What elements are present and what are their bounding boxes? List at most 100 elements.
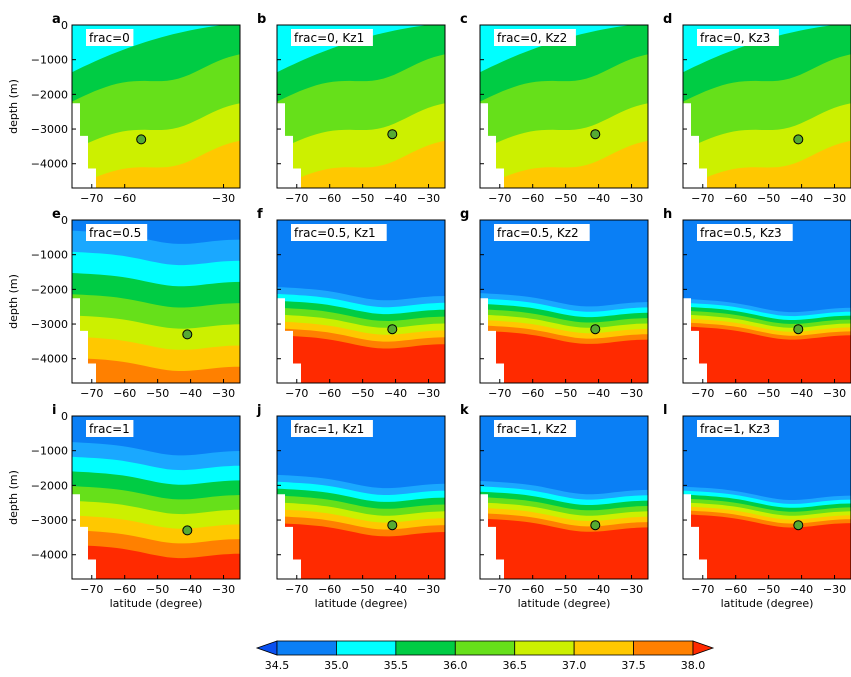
panel-letter: a xyxy=(52,12,61,27)
x-tick-label: −50 xyxy=(351,583,374,596)
x-tick-label: −70 xyxy=(285,192,308,205)
x-tick-label: −60 xyxy=(521,192,544,205)
y-tick-label: 0 xyxy=(61,19,68,32)
panel-title-text: frac=0.5, Kz3 xyxy=(700,226,782,240)
y-ticks: 0 −1000 −2000 −3000 −4000 xyxy=(31,214,76,366)
x-tick-label: −60 xyxy=(318,583,341,596)
panel-title-text: frac=0.5, Kz2 xyxy=(497,226,579,240)
y-tick-label: −1000 xyxy=(31,445,68,458)
x-tick-label: −30 xyxy=(417,387,440,400)
x-tick-label: −30 xyxy=(212,583,235,596)
panel-i: frac=1 i −70 −60 −50 −40 −30 0 −1000 −2000 −3000 −4… xyxy=(31,403,241,596)
panel-f: frac=0.5, Kz1 f −70 −60 −50 −40 −30 xyxy=(257,207,446,400)
colorbar-tick-label: 38.0 xyxy=(681,659,706,672)
x-tick-label: −50 xyxy=(757,387,780,400)
x-tick-label: −40 xyxy=(790,192,813,205)
land-mask xyxy=(72,103,96,188)
colorbar-tick-label: 35.0 xyxy=(324,659,349,672)
x-tick-label: −70 xyxy=(691,583,714,596)
panel-title: frac=0.5, Kz2 xyxy=(494,224,590,241)
panel-letter: k xyxy=(460,403,469,418)
panel-c: frac=0, Kz2 c −70 −60 −50 −40 −30 xyxy=(460,12,649,205)
x-ticks: −70 −60 −50 −40 −30 xyxy=(691,184,846,205)
land-mask xyxy=(480,298,504,383)
panel-title: frac=1, Kz1 xyxy=(291,420,373,437)
colorbar-segment xyxy=(276,640,337,656)
x-tick-label: −30 xyxy=(823,583,846,596)
x-tick-label: −50 xyxy=(554,387,577,400)
contour-fill xyxy=(277,416,445,579)
colorbar-segment xyxy=(336,640,397,656)
x-tick-label: −70 xyxy=(691,387,714,400)
panel-title-text: frac=0 xyxy=(89,31,130,45)
panel-g: frac=0.5, Kz2 g −70 −60 −50 −40 −30 xyxy=(460,207,649,400)
contour-fill xyxy=(72,416,240,579)
site-marker xyxy=(387,324,398,335)
x-tick-label: −50 xyxy=(351,387,374,400)
y-ticks xyxy=(683,219,687,360)
x-tick-label: −30 xyxy=(823,192,846,205)
x-tick-label: −60 xyxy=(113,387,136,400)
x-axis-label: latitude (degree) xyxy=(518,597,611,610)
colorbar-segment xyxy=(514,640,575,656)
panel-title-text: frac=1, Kz3 xyxy=(700,422,770,436)
x-tick-label: −40 xyxy=(384,583,407,596)
site-marker xyxy=(590,129,601,140)
site-marker xyxy=(136,134,147,145)
x-tick-label: −30 xyxy=(620,387,643,400)
x-tick-label: −30 xyxy=(620,583,643,596)
panel-title: frac=0 xyxy=(86,29,134,46)
y-tick-label: −2000 xyxy=(31,283,68,296)
x-tick-label: −50 xyxy=(554,583,577,596)
x-tick-label: −50 xyxy=(351,192,374,205)
x-tick-label: −70 xyxy=(285,387,308,400)
site-marker xyxy=(387,520,398,531)
axes-frame xyxy=(479,219,649,384)
panel-title-text: frac=1, Kz1 xyxy=(294,422,364,436)
land-mask xyxy=(683,103,707,188)
colorbar: 34.5 35.0 35.5 36.0 36.5 37.0 37.5 38.0 xyxy=(255,640,715,672)
axes-frame xyxy=(479,415,649,580)
axes-frame xyxy=(276,219,446,384)
y-axis-label: depth (m) xyxy=(7,470,20,525)
panel-letter: f xyxy=(257,207,263,222)
panel-title: frac=0, Kz2 xyxy=(494,29,576,46)
panel-letter: l xyxy=(663,403,667,418)
contour-fill xyxy=(277,25,445,188)
band-0 xyxy=(683,220,851,313)
y-ticks xyxy=(480,24,484,165)
land-mask xyxy=(277,298,301,383)
axes-frame xyxy=(682,24,851,189)
x-tick-label: −40 xyxy=(587,192,610,205)
x-axis-label: latitude (degree) xyxy=(721,597,814,610)
site-marker xyxy=(590,324,601,335)
x-tick-label: −50 xyxy=(554,192,577,205)
colorbar-extend-high xyxy=(692,640,715,656)
x-tick-label: −40 xyxy=(587,387,610,400)
panel-k: frac=1, Kz2 k −70 −60 −50 −40 −30 xyxy=(460,403,649,596)
x-ticks: −70 −60 −50 −40 −30 xyxy=(285,575,440,596)
y-axis-label: depth (m) xyxy=(7,79,20,134)
site-marker xyxy=(182,329,193,340)
contour-fill xyxy=(72,220,240,383)
x-ticks: −70 −60 −50 −40 −30 xyxy=(285,379,440,400)
panel-title: frac=0, Kz1 xyxy=(291,29,373,46)
x-ticks: −70 −60 −50 −40 −30 xyxy=(285,184,440,205)
x-tick-label: −60 xyxy=(521,583,544,596)
x-tick-label: −40 xyxy=(790,583,813,596)
panel-title-text: frac=0, Kz2 xyxy=(497,31,567,45)
x-ticks: −70 −60 −30 xyxy=(80,184,235,205)
x-tick-label: −40 xyxy=(384,387,407,400)
panel-letter: j xyxy=(256,403,261,418)
x-tick-label: −40 xyxy=(179,387,202,400)
panel-a: frac=0 a −70 −60 −30 0 −1000 −2000 −3000 −4000 xyxy=(31,12,241,205)
x-ticks: −70 −60 −50 −40 −30 xyxy=(80,379,235,400)
x-tick-label: −70 xyxy=(488,192,511,205)
panel-title: frac=0, Kz3 xyxy=(697,29,779,46)
x-tick-label: −40 xyxy=(790,387,813,400)
land-mask xyxy=(72,298,96,383)
x-tick-label: −50 xyxy=(757,192,780,205)
x-tick-label: −30 xyxy=(823,387,846,400)
panel-title-text: frac=1 xyxy=(89,422,130,436)
site-marker xyxy=(793,134,804,145)
